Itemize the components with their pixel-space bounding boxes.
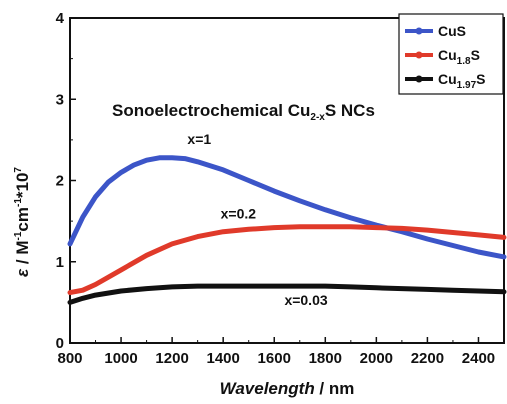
- y-axis-title-exp2: -1: [13, 198, 24, 207]
- legend-label-0: CuS: [438, 23, 466, 39]
- x-tick-label: 1400: [206, 350, 239, 367]
- series-line-1: [67, 224, 507, 296]
- chart-title-base: Sonoelectrochemical Cu: [112, 101, 310, 120]
- x-tick-label: 1000: [104, 350, 137, 367]
- legend-label-subscript: 1.97: [457, 80, 477, 91]
- annotation-layer: x=1 x=0.2 x=0.03: [187, 131, 327, 308]
- y-axis-title-unit-cm: cm: [13, 207, 32, 232]
- y-axis-title-unit-m: / M: [13, 241, 32, 269]
- legend-label-base: CuS: [438, 23, 466, 39]
- legend-label-subscript: 1.8: [457, 56, 471, 67]
- legend-marker-0: [415, 27, 423, 35]
- x-tick-label: 2200: [411, 350, 444, 367]
- legend-label-2: Cu1.97S: [438, 71, 485, 91]
- x-tick-label: 1200: [155, 350, 188, 367]
- y-axis-title-exp1: -1: [13, 231, 24, 240]
- x-tick-label: 2400: [462, 350, 495, 367]
- x-axis-title-unit: / nm: [315, 379, 355, 398]
- y-axis-title-epsilon: ε: [13, 268, 32, 277]
- series-line-2: [67, 283, 507, 305]
- series-layer: [67, 155, 507, 305]
- chart-title-subscript: 2-x: [310, 112, 325, 123]
- y-tick-label: 3: [56, 91, 64, 108]
- y-tick-label: 4: [56, 10, 65, 27]
- x-tick-label: 1800: [309, 350, 342, 367]
- legend-label-tail: S: [471, 47, 480, 63]
- annotation-label: x=0.2: [221, 206, 257, 222]
- x-tick-label: 800: [57, 350, 82, 367]
- y-tick-label: 0: [56, 335, 64, 352]
- y-axis-title-times10: *10: [13, 173, 32, 199]
- legend-label-base: Cu: [438, 47, 457, 63]
- x-axis-title-italic: Wavelength: [220, 379, 315, 398]
- legend-label-base: Cu: [438, 71, 457, 87]
- x-axis-ticks: 800 1000 1200 1400 1600 1800 2000 2200 2400: [57, 337, 495, 367]
- legend-marker-2: [415, 75, 423, 83]
- y-axis-title-exp3: 7: [13, 167, 24, 173]
- y-axis-title: ε / M-1cm-1*107: [13, 167, 32, 277]
- annotation-label: x=1: [187, 131, 211, 147]
- legend-label-tail: S: [476, 71, 485, 87]
- legend-label-1: Cu1.8S: [438, 47, 480, 67]
- y-tick-label: 2: [56, 173, 64, 190]
- chart-title-tail: S NCs: [325, 101, 375, 120]
- x-tick-label: 1600: [258, 350, 291, 367]
- series-line-0: [67, 155, 507, 260]
- annotation-label: x=0.03: [284, 292, 327, 308]
- x-tick-label: 2000: [360, 350, 393, 367]
- y-tick-label: 1: [56, 254, 64, 271]
- x-axis-title: Wavelength / nm: [220, 379, 355, 398]
- legend-marker-1: [415, 51, 423, 59]
- chart-title: Sonoelectrochemical Cu2-xS NCs: [112, 101, 375, 123]
